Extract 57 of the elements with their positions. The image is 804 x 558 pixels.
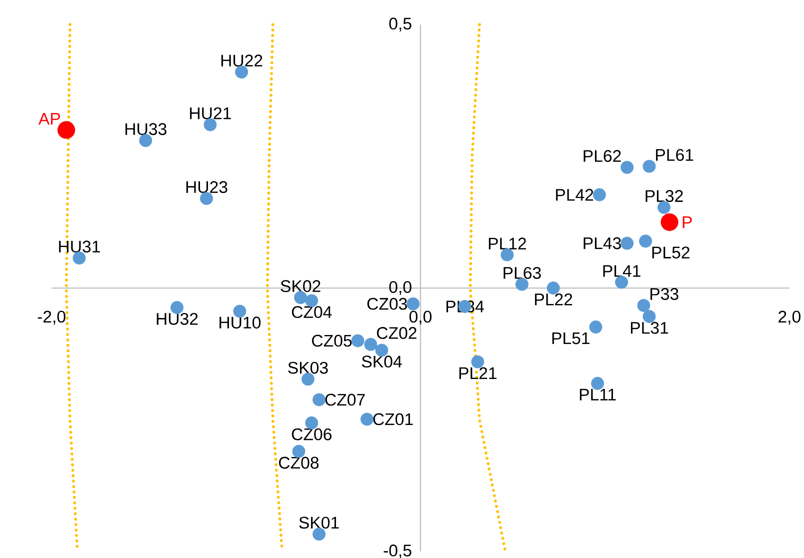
- point: [360, 412, 374, 426]
- annotation: CZ06: [292, 428, 332, 440]
- annotation: PL22: [535, 293, 572, 306]
- annotation: PL21: [459, 367, 497, 379]
- annotation: PL31: [630, 322, 668, 334]
- point: [637, 298, 650, 312]
- annotation: P33: [650, 288, 678, 300]
- annotation: HU31: [59, 240, 100, 252]
- annotation: PL12: [488, 238, 526, 250]
- annotation: PL61: [656, 148, 694, 161]
- annotation: PL62: [584, 150, 621, 162]
- annotation: SK04: [362, 356, 402, 368]
- annotation: SK03: [288, 362, 328, 374]
- point: [364, 338, 378, 351]
- x-tick-label: 0,0: [409, 310, 432, 325]
- annotation: HU32: [156, 312, 198, 325]
- point: [589, 320, 602, 334]
- annotation: CZ02: [376, 326, 416, 339]
- annotation: PL43: [584, 237, 621, 250]
- point: [592, 188, 606, 202]
- annotation: P: [682, 216, 692, 228]
- point: [642, 160, 656, 173]
- annotation: HU33: [125, 123, 166, 135]
- annotation: SK01: [299, 516, 339, 529]
- annotation: HU21: [190, 107, 231, 120]
- y-tick-label: -0,5: [384, 544, 412, 558]
- point: [312, 393, 326, 406]
- annotation: HU23: [186, 180, 228, 193]
- point: [620, 160, 634, 174]
- annotation: SK02: [280, 280, 320, 292]
- annotation: HU10: [220, 316, 261, 328]
- annotation: PL52: [652, 246, 690, 258]
- annotation: PL42: [556, 188, 594, 201]
- y-tick-label: 0,5: [389, 18, 412, 32]
- point: [170, 300, 184, 314]
- annotation: CZ07: [325, 394, 365, 406]
- annotation: CZ04: [292, 306, 332, 318]
- annotation: CZ03: [367, 298, 407, 310]
- annotation: HU22: [221, 54, 262, 66]
- annotation: CZ08: [279, 456, 319, 469]
- annotation: PL32: [646, 190, 683, 202]
- y-tick-label: 0,0: [389, 280, 412, 295]
- point: [351, 334, 364, 348]
- annotation: AP: [38, 112, 60, 124]
- annotation: CZ05: [312, 334, 352, 347]
- annotation: CZ01: [373, 413, 413, 426]
- annotation: PL11: [580, 388, 616, 400]
- x-tick-label: 2,0: [778, 310, 800, 325]
- x-tick-label: -2,0: [38, 310, 66, 325]
- point: [660, 213, 678, 231]
- annotation: PL63: [504, 266, 541, 279]
- annotation: PL51: [552, 332, 590, 344]
- point: [546, 281, 560, 294]
- point: [639, 234, 652, 248]
- point: [406, 297, 420, 310]
- point: [620, 236, 634, 250]
- annotation: PL41: [603, 265, 640, 277]
